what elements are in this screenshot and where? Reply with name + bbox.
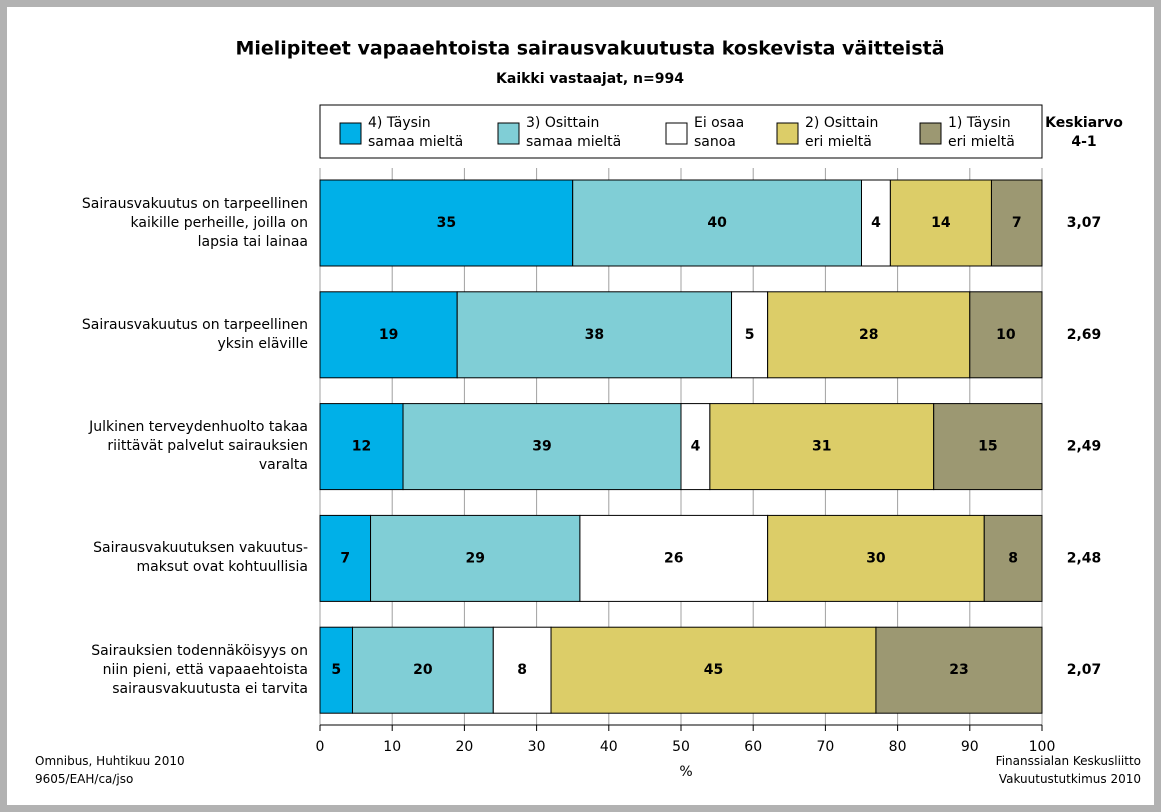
mean-value: 2,49 [1067, 439, 1102, 455]
x-tick-label: 60 [744, 739, 762, 755]
data-label: 5 [745, 327, 755, 343]
data-label: 8 [517, 662, 527, 678]
legend-label: 4) Täysin samaa mieltä [368, 115, 464, 150]
category-label: Sairausvakuutuksen vakuutus- maksut ovat… [93, 540, 308, 576]
mean-value: 2,48 [1067, 550, 1102, 566]
x-tick-label: 10 [383, 739, 401, 755]
mean-value: 3,07 [1067, 215, 1102, 231]
data-label: 4 [871, 215, 881, 231]
category-label: Sairauksien todennäköisyys on niin pieni… [91, 642, 308, 697]
data-label: 26 [664, 550, 683, 566]
bar-segment [889, 179, 992, 267]
data-label: 10 [996, 327, 1016, 343]
data-label: 12 [352, 439, 371, 455]
x-tick-label: 30 [528, 739, 546, 755]
bar-segment [731, 291, 769, 379]
category-label: Sairausvakuutus on tarpeellinen yksin el… [81, 316, 308, 352]
note-left: Omnibus, Huhtikuu 2010 9605/EAH/ca/jso [35, 754, 185, 786]
mean-header: Keskiarvo 4-1 [1045, 115, 1123, 150]
bar-segment [767, 291, 971, 379]
data-label: 28 [859, 327, 878, 343]
data-label: 23 [949, 662, 968, 678]
bar-segment [709, 403, 935, 491]
legend-swatch [665, 122, 688, 145]
data-label: 40 [707, 215, 727, 231]
chart-title: Mielipiteet vapaaehtoista sairausvakuutu… [235, 38, 944, 60]
data-label: 20 [413, 662, 433, 678]
data-label: 31 [812, 439, 831, 455]
legend-label: Ei osaa sanoa [694, 115, 745, 150]
legend-swatch [919, 122, 942, 145]
legend-label: 2) Osittain eri mieltä [805, 115, 879, 150]
data-label: 4 [691, 439, 701, 455]
legend-label: 1) Täysin eri mieltä [948, 115, 1015, 150]
bar-segment [983, 514, 1043, 602]
data-label: 45 [704, 662, 723, 678]
bar-segment [579, 514, 769, 602]
bar-segment [572, 179, 862, 267]
bar-segment [933, 403, 1043, 491]
data-label: 29 [465, 550, 484, 566]
data-label: 7 [340, 550, 350, 566]
x-tick-label: 20 [455, 739, 473, 755]
legend-swatch [776, 122, 799, 145]
chart-subtitle: Kaikki vastaajat, n=994 [496, 71, 684, 87]
mean-value: 2,07 [1067, 662, 1102, 678]
data-label: 5 [331, 662, 341, 678]
data-label: 39 [532, 439, 551, 455]
data-label: 35 [437, 215, 456, 231]
x-tick-label: 50 [672, 739, 690, 755]
bar-segment [990, 179, 1043, 267]
x-tick-label: 40 [600, 739, 618, 755]
data-label: 19 [379, 327, 398, 343]
data-label: 14 [931, 215, 951, 231]
mean-value: 2,69 [1067, 327, 1102, 343]
bar-segment [969, 291, 1043, 379]
bar-segment [875, 626, 1043, 714]
bar-segment [319, 403, 404, 491]
bar-segment [402, 403, 682, 491]
bar-segment [319, 626, 353, 714]
data-label: 15 [978, 439, 997, 455]
x-tick-label: 100 [1029, 739, 1056, 755]
data-label: 8 [1008, 550, 1018, 566]
data-label: 7 [1012, 215, 1022, 231]
bar-segment [319, 514, 372, 602]
note-right: Finanssialan Keskusliitto Vakuutustutkim… [995, 754, 1141, 786]
x-tick-label: 70 [816, 739, 834, 755]
bar-segment [351, 626, 494, 714]
data-label: 38 [585, 327, 604, 343]
x-tick-label: 90 [961, 739, 979, 755]
x-tick-label: 80 [889, 739, 907, 755]
bar-segment [767, 514, 985, 602]
data-label: 30 [866, 550, 886, 566]
category-label: Sairausvakuutus on tarpeellinen kaikille… [81, 195, 308, 250]
bar-segment [319, 291, 458, 379]
bar-segment [680, 403, 711, 491]
bar-segment [319, 179, 574, 267]
bar-segment [550, 626, 877, 714]
bar-segment [456, 291, 733, 379]
legend-swatch [497, 122, 520, 145]
x-axis-label: % [679, 764, 692, 780]
legend-label: 3) Osittain samaa mieltä [526, 115, 622, 150]
legend-swatch [339, 122, 362, 145]
x-tick-label: 0 [316, 739, 325, 755]
category-label: Julkinen terveydenhuolto takaa riittävät… [89, 419, 308, 474]
